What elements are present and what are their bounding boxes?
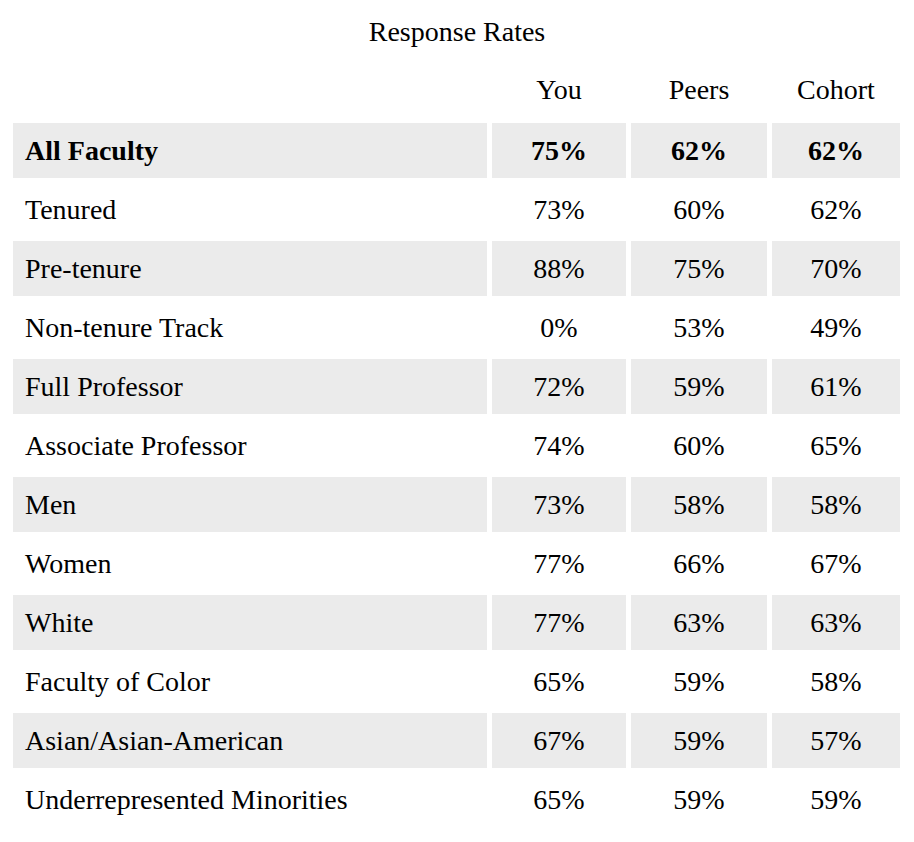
value-you: 67% [492,713,626,768]
value-you: 77% [492,536,626,591]
table-row-men: Men 73% 58% 58% [13,477,900,532]
row-label: Asian/Asian-American [13,713,487,768]
table-row-full-professor: Full Professor 72% 59% 61% [13,359,900,414]
value-peers: 53% [631,300,767,355]
row-label: Full Professor [13,359,487,414]
row-label: Men [13,477,487,532]
value-cohort: 57% [772,713,900,768]
row-label: White [13,595,487,650]
value-you: 77% [492,595,626,650]
row-label: Non-tenure Track [13,300,487,355]
value-cohort: 67% [772,536,900,591]
column-header-peers: Peers [631,61,767,119]
value-cohort: 65% [772,418,900,473]
header-row: You Peers Cohort [13,61,900,119]
value-you: 75% [492,123,626,178]
value-peers: 58% [631,477,767,532]
table-row-non-tenure-track: Non-tenure Track 0% 53% 49% [13,300,900,355]
table-row-all-faculty: All Faculty 75% 62% 62% [13,123,900,178]
value-cohort: 49% [772,300,900,355]
row-label: Tenured [13,182,487,237]
table-title: Response Rates [0,0,914,48]
value-peers: 62% [631,123,767,178]
value-cohort: 63% [772,595,900,650]
value-you: 74% [492,418,626,473]
table-row-associate-professor: Associate Professor 74% 60% 65% [13,418,900,473]
response-rates-table: You Peers Cohort All Faculty 75% 62% 62%… [8,57,905,831]
table-row-pre-tenure: Pre-tenure 88% 75% 70% [13,241,900,296]
value-cohort: 62% [772,182,900,237]
value-peers: 59% [631,713,767,768]
value-cohort: 59% [772,772,900,827]
value-peers: 66% [631,536,767,591]
table-row-tenured: Tenured 73% 60% 62% [13,182,900,237]
value-you: 73% [492,182,626,237]
table-row-underrepresented-minorities: Underrepresented Minorities 65% 59% 59% [13,772,900,827]
value-peers: 60% [631,418,767,473]
value-you: 65% [492,654,626,709]
header-empty-cell [13,61,487,119]
value-cohort: 58% [772,477,900,532]
table-row-women: Women 77% 66% 67% [13,536,900,591]
value-cohort: 61% [772,359,900,414]
row-label: Associate Professor [13,418,487,473]
row-label: Pre-tenure [13,241,487,296]
column-header-cohort: Cohort [772,61,900,119]
table-row-asian-asian-american: Asian/Asian-American 67% 59% 57% [13,713,900,768]
value-peers: 60% [631,182,767,237]
row-label: All Faculty [13,123,487,178]
value-you: 73% [492,477,626,532]
value-peers: 75% [631,241,767,296]
value-cohort: 62% [772,123,900,178]
value-peers: 63% [631,595,767,650]
table-row-white: White 77% 63% 63% [13,595,900,650]
value-peers: 59% [631,654,767,709]
value-cohort: 70% [772,241,900,296]
value-you: 88% [492,241,626,296]
row-label: Women [13,536,487,591]
value-peers: 59% [631,359,767,414]
table-row-faculty-of-color: Faculty of Color 65% 59% 58% [13,654,900,709]
column-header-you: You [492,61,626,119]
value-you: 0% [492,300,626,355]
row-label: Faculty of Color [13,654,487,709]
value-cohort: 58% [772,654,900,709]
value-peers: 59% [631,772,767,827]
value-you: 72% [492,359,626,414]
value-you: 65% [492,772,626,827]
row-label: Underrepresented Minorities [13,772,487,827]
